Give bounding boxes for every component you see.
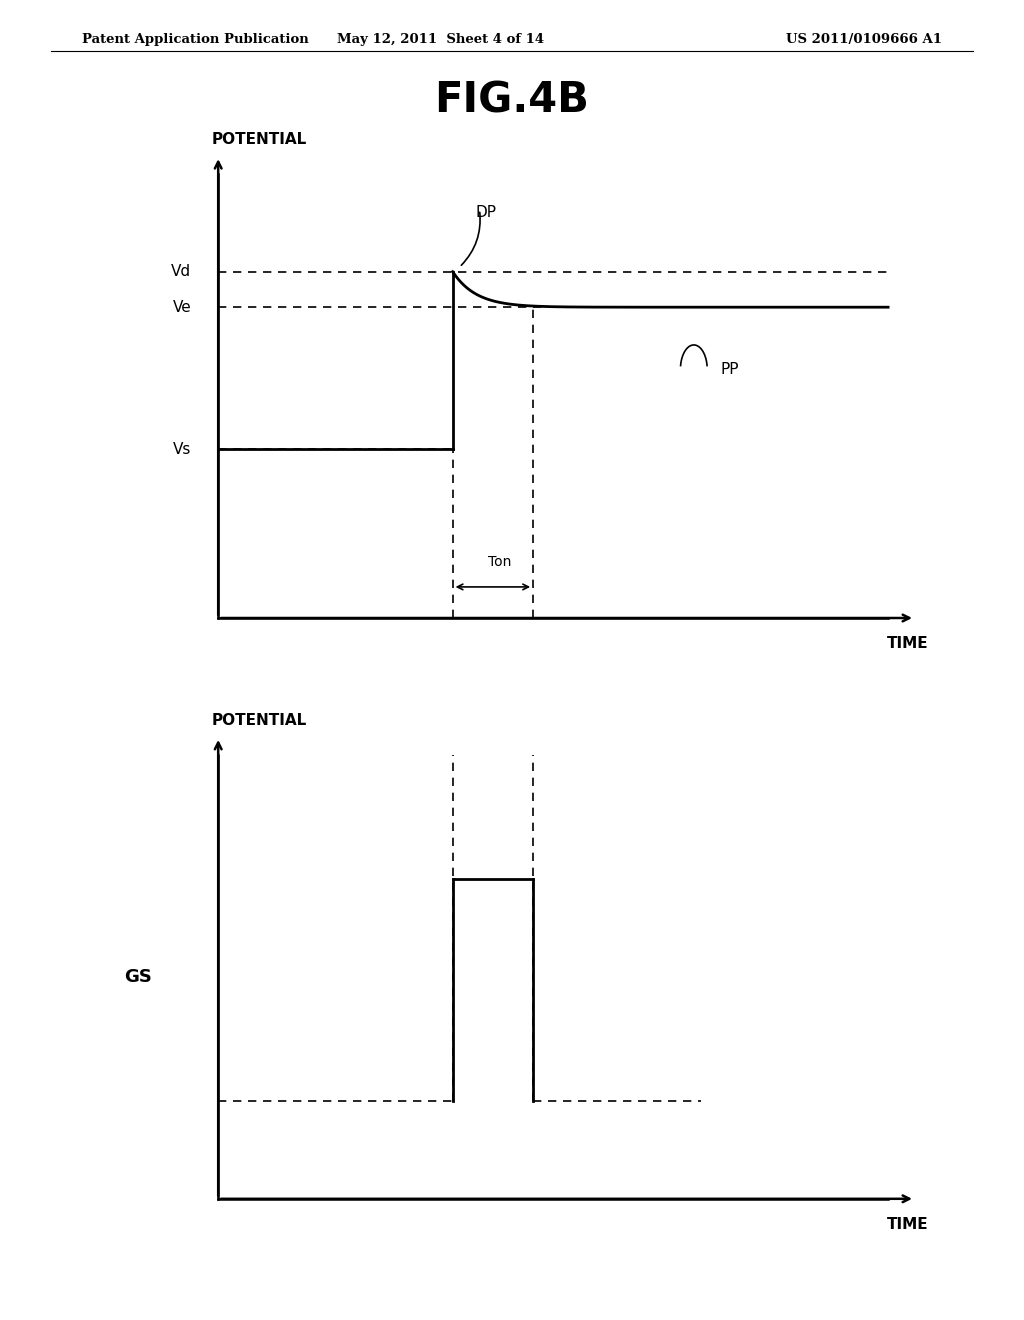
Text: DP: DP	[476, 205, 497, 220]
Text: Patent Application Publication: Patent Application Publication	[82, 33, 308, 46]
Text: Ton: Ton	[487, 556, 511, 569]
Text: GS: GS	[124, 968, 153, 986]
Text: TIME: TIME	[887, 636, 929, 651]
Text: Vs: Vs	[173, 442, 191, 457]
Text: US 2011/0109666 A1: US 2011/0109666 A1	[786, 33, 942, 46]
Text: TIME: TIME	[887, 1217, 929, 1232]
Text: FIG.4B: FIG.4B	[434, 79, 590, 121]
Text: May 12, 2011  Sheet 4 of 14: May 12, 2011 Sheet 4 of 14	[337, 33, 544, 46]
Text: POTENTIAL: POTENTIAL	[212, 713, 307, 729]
Text: PP: PP	[721, 362, 739, 378]
Text: Ve: Ve	[173, 300, 191, 314]
Text: POTENTIAL: POTENTIAL	[212, 132, 307, 148]
Text: Vd: Vd	[171, 264, 191, 279]
